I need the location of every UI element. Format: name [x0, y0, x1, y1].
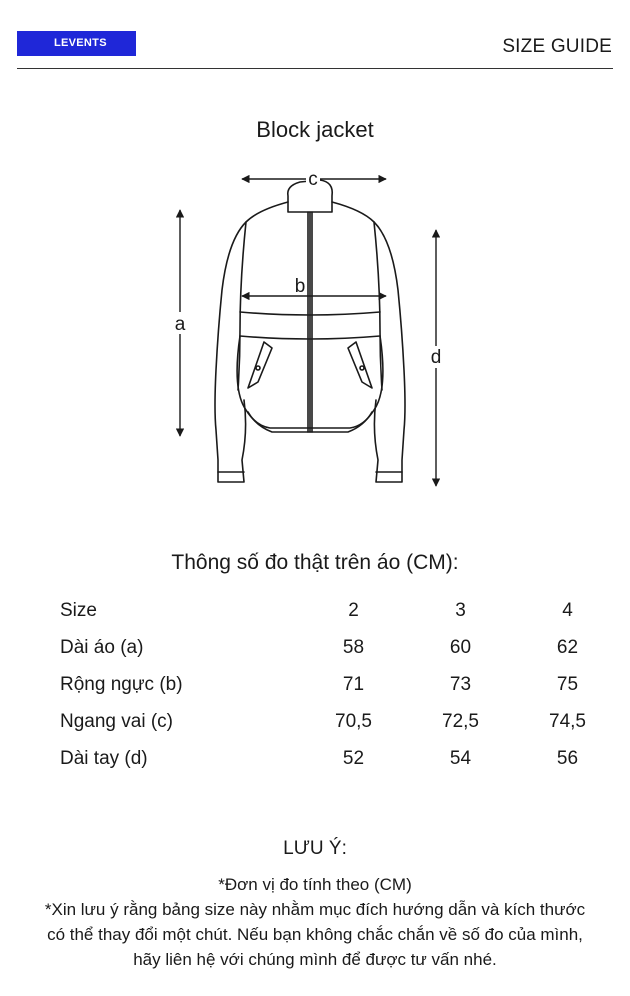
row-label: Dài áo (a)	[60, 636, 144, 658]
brand-logo: LEVENTS	[17, 31, 136, 56]
row-value: 62	[556, 636, 579, 658]
row-value: 71	[342, 673, 365, 695]
table-row: Dài tay (d) 52 54 56	[60, 740, 621, 777]
note-unit: *Đơn vị đo tính theo (CM)	[218, 875, 412, 894]
row-value: 54	[449, 747, 472, 769]
note-disclaimer: *Xin lưu ý rằng bảng size này nhằm mục đ…	[44, 900, 586, 969]
row-value: 72,5	[442, 710, 479, 732]
jacket-diagram: c b a d	[172, 168, 444, 487]
table-row: Dài áo (a) 58 60 62	[60, 629, 621, 666]
row-value: 56	[556, 747, 579, 769]
row-value: 73	[449, 673, 472, 695]
label-d: d	[431, 347, 442, 368]
note-title: LƯU Ý:	[283, 838, 347, 859]
row-label: Rộng ngực (b)	[60, 673, 183, 695]
size-header: 4	[562, 599, 573, 621]
table-row: Ngang vai (c) 70,5 72,5 74,5	[60, 703, 621, 740]
row-value: 52	[342, 747, 365, 769]
row-value: 58	[342, 636, 365, 658]
header-divider	[17, 68, 613, 69]
row-value: 60	[449, 636, 472, 658]
right-pocket	[347, 341, 373, 389]
row-value: 70,5	[335, 710, 372, 732]
table-header-row: Size 2 3 4	[60, 592, 621, 629]
label-b: b	[295, 276, 306, 297]
size-table: Size 2 3 4 Dài áo (a) 58 60 62 Rộng ngực…	[60, 592, 621, 777]
jacket-right-side	[331, 201, 406, 483]
page-title: SIZE GUIDE	[502, 36, 612, 57]
table-row: Rộng ngực (b) 71 73 75	[60, 666, 621, 703]
left-pocket	[247, 341, 273, 389]
row-label: Ngang vai (c)	[60, 710, 173, 732]
row-value: 75	[556, 673, 579, 695]
table-header-label: Size	[60, 599, 97, 621]
note-text: *Đơn vị đo tính theo (CM) *Xin lưu ý rằn…	[40, 872, 590, 972]
product-name: Block jacket	[256, 117, 374, 142]
row-label: Dài tay (d)	[60, 747, 148, 769]
jacket-left-side	[214, 201, 289, 483]
label-c: c	[308, 169, 318, 190]
label-a: a	[175, 314, 186, 335]
row-value: 74,5	[549, 710, 586, 732]
size-header: 3	[455, 599, 466, 621]
page-header: LEVENTS SIZE GUIDE	[0, 0, 630, 70]
size-header: 2	[348, 599, 359, 621]
spec-title: Thông số đo thật trên áo (CM):	[171, 551, 459, 574]
